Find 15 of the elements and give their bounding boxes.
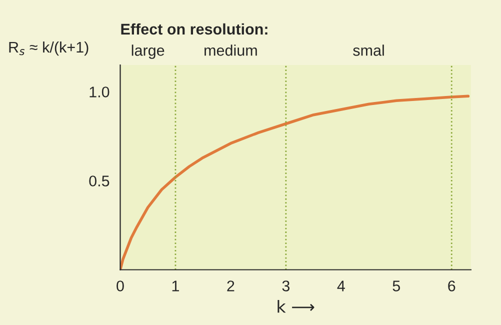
- x-tick-label: 0: [116, 280, 124, 292]
- text: smal: [353, 44, 384, 56]
- text: large: [132, 44, 164, 59]
- y-tick-label: 1.0: [90, 86, 110, 98]
- y-axis-title: R$_{s}$ ≈ k/(k+1): [9, 41, 88, 56]
- x-tick-label: 3: [282, 280, 290, 292]
- chart-title: Effect on resolution:: [121, 23, 268, 35]
- x-tick-label: 6: [448, 280, 456, 292]
- y-tick-label: 0.5: [89, 176, 110, 186]
- x-axis-title: k ⟶: [278, 300, 314, 313]
- x-tick-label: 2: [227, 280, 234, 292]
- text: medium: [204, 44, 257, 56]
- x-tick-label: 1: [172, 280, 179, 292]
- x-tick-label: 4: [337, 280, 345, 292]
- x-tick-label: 5: [392, 280, 400, 292]
